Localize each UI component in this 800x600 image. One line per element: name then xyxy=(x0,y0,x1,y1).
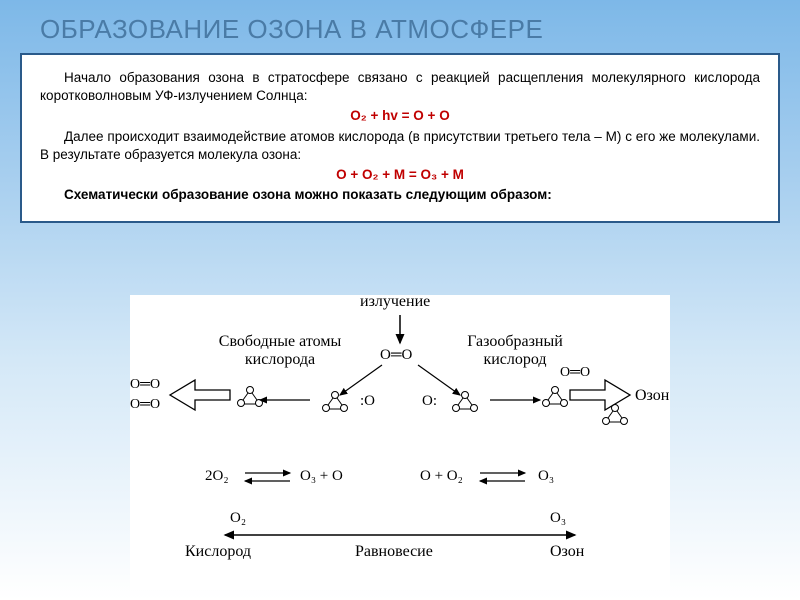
formula-2: O + O₂ + M = O₃ + M xyxy=(40,166,760,184)
ozone-tri-1 xyxy=(320,390,350,414)
eq-2o2: 2O₂ xyxy=(205,468,229,485)
left-o2-2: O═O xyxy=(130,397,160,413)
ozone-diagram: излучение Свободные атомы кислорода Газо… xyxy=(130,295,670,590)
slide-title: ОБРАЗОВАНИЕ ОЗОНА В АТМОСФЕРЕ xyxy=(0,0,800,53)
label-radiation: излучение xyxy=(360,293,430,311)
eq-oo2: O + O₂ xyxy=(420,468,463,485)
bottom-o3: O₃ xyxy=(550,510,566,527)
center-o2: O═O xyxy=(380,347,412,364)
ozone-tri-2 xyxy=(450,390,480,414)
bottom-o2: O₂ xyxy=(230,510,246,527)
label-kislorod: Кислород xyxy=(185,543,251,561)
content-box: Начало образования озона в стратосфере с… xyxy=(20,53,780,223)
label-ozon: Озон xyxy=(550,543,584,561)
left-o2-1: O═O xyxy=(130,377,160,393)
o-atom-left: :O xyxy=(360,393,375,410)
label-ravnovesie: Равновесие xyxy=(355,543,433,561)
ozone-tri-left xyxy=(235,385,265,409)
label-gaseous-o2: Газообразный кислород xyxy=(440,333,590,369)
paragraph-1: Начало образования озона в стратосфере с… xyxy=(40,69,760,105)
paragraph-2: Далее происходит взаимодействие атомов к… xyxy=(40,128,760,164)
paragraph-3: Схематически образование озона можно пок… xyxy=(40,186,760,204)
label-free-atoms: Свободные атомы кислорода xyxy=(205,333,355,369)
ozone-tri-right1 xyxy=(540,385,570,409)
eq-o3: O₃ xyxy=(538,468,554,485)
ozone-tri-right2 xyxy=(600,403,630,427)
right-o2: O═O xyxy=(560,365,590,381)
o-atom-right: O: xyxy=(422,393,437,410)
formula-1: O₂ + hv = O + O xyxy=(40,107,760,125)
eq-o3o: O₃ + O xyxy=(300,468,343,485)
label-ozone: Озон xyxy=(635,387,669,405)
